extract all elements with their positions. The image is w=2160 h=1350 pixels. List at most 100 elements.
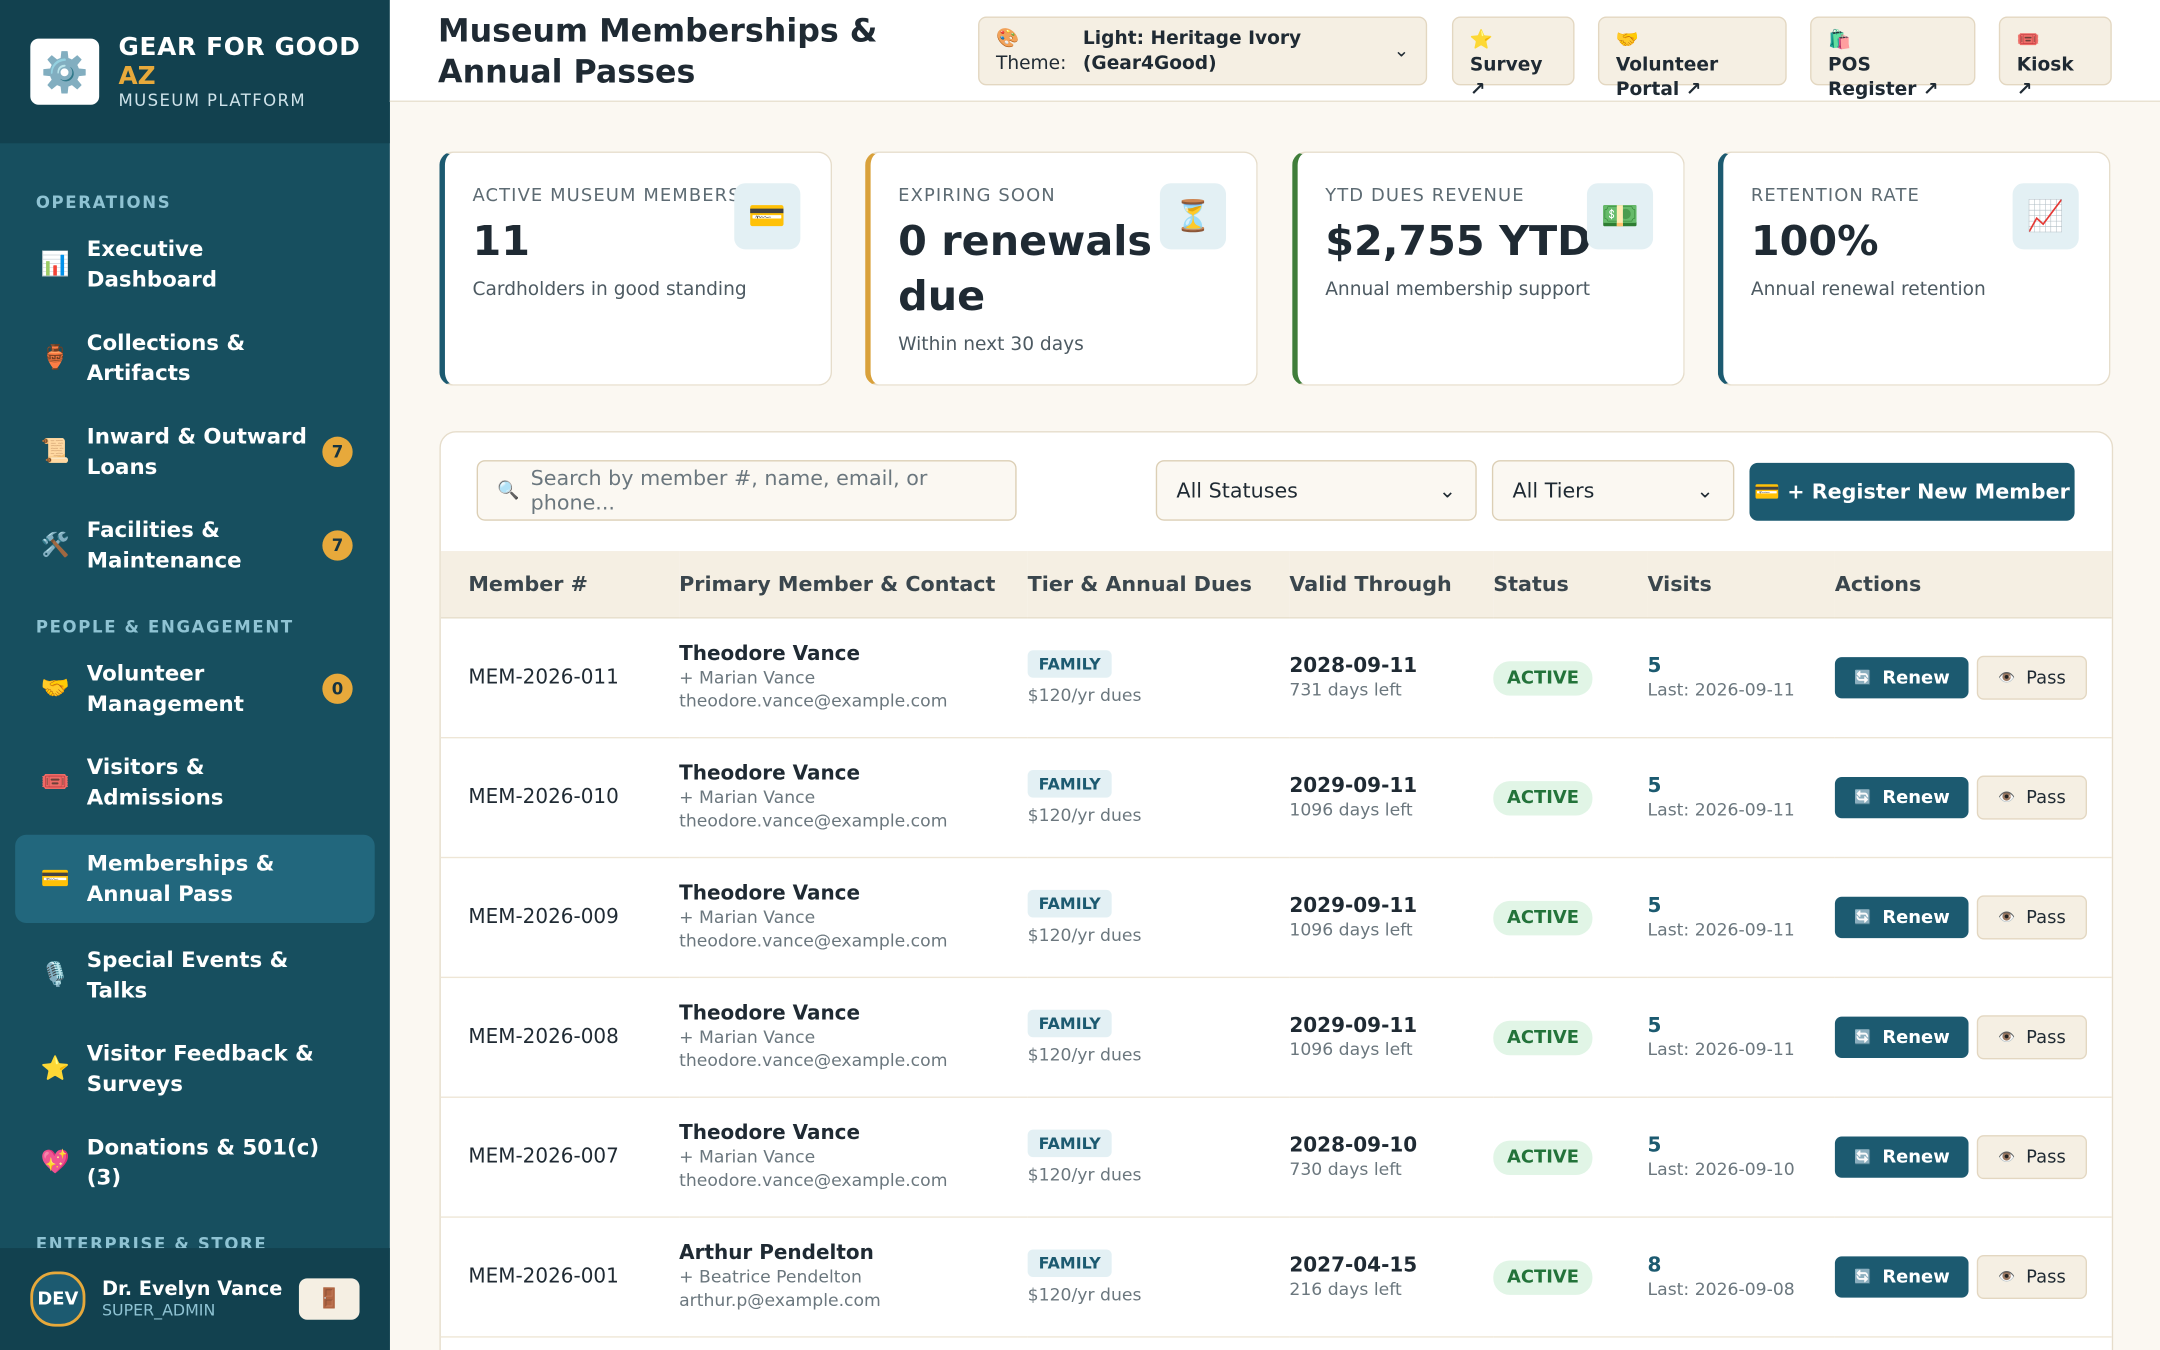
link-icon: 🤝 <box>1615 28 1640 51</box>
tier-select[interactable]: All Tiers ⌄ <box>1491 460 1735 521</box>
status-select[interactable]: All Statuses ⌄ <box>1155 460 1477 521</box>
status: ACTIVE <box>1493 977 1648 1098</box>
nav-label: Visitor Feedback & Surveys <box>86 1041 314 1097</box>
nav-item[interactable]: 🤝 Volunteer Management 0 <box>15 647 375 730</box>
action-icon: 🔄 <box>1854 1269 1872 1285</box>
user-role: SUPER_ADMIN <box>101 1300 216 1320</box>
nav-badge: 7 <box>322 530 353 561</box>
header-row: Member # Primary Member & Contact Tier & A… <box>440 551 2112 619</box>
user: DEV Dr. Evelyn Vance SUPER_ADMIN 🚪 <box>0 1248 390 1350</box>
action-button[interactable]: 👁️ Pass <box>1977 1135 2087 1180</box>
member-id: MEM-2026-007 <box>440 1097 680 1218</box>
nav-item[interactable]: 💳 Memberships & Annual Pass <box>15 834 375 923</box>
nav-icon: 🏺 <box>40 344 70 372</box>
nav-item[interactable]: 📜 Inward & Outward Loans 7 <box>15 411 375 494</box>
nav-item[interactable]: 💖 Donations & 501(c)(3) <box>15 1121 375 1204</box>
theme-select[interactable]: 🎨 Theme: Light: Heritage Ivory (Gear4Good)… <box>978 16 1428 86</box>
nav-item[interactable]: 🎙️ Special Events & Talks <box>15 934 375 1017</box>
action-icon: 👁️ <box>1997 909 2016 926</box>
visit-count: 5 <box>1647 655 1662 678</box>
nav-item[interactable]: 📊 Executive Dashboard <box>15 223 375 306</box>
actions: 🔄 Renew 👁️ Pass <box>1834 737 2112 859</box>
action-button[interactable]: 🔄 Renew <box>1834 896 1970 939</box>
member-id: MEM-2026-010 <box>440 737 680 859</box>
member-name: Theodore Vance <box>679 1002 861 1025</box>
member-name: Theodore Vance <box>679 1122 861 1145</box>
nav-item[interactable]: 🏺 Collections & Artifacts <box>15 317 375 400</box>
brand-subtitle: AZ <box>118 61 156 91</box>
member-id: MEM-2026-011 <box>440 617 680 739</box>
member-name: Arthur Pendelton <box>679 1242 874 1265</box>
kpi-card: YTD DUES REVENUE $2,755 YTD Annual members… <box>1292 151 1685 386</box>
status: ACTIVE <box>1493 617 1648 739</box>
nav-item[interactable]: 🎟️ Visitors & Admissions <box>15 741 375 824</box>
action-icon: 👁️ <box>1997 790 2016 806</box>
nav-item[interactable]: 🛠️ Facilities & Maintenance 7 <box>15 504 375 587</box>
column-header: Actions <box>1834 551 2112 619</box>
action-button[interactable]: 🔄 Renew <box>1834 1256 1970 1298</box>
dues: $120/yr dues <box>1027 1043 1142 1065</box>
header-link[interactable]: 🎟️ Kiosk ↗ <box>1998 16 2112 101</box>
action-icon: 🔄 <box>1854 670 1872 686</box>
kpi-card: ACTIVE MUSEUM MEMBERS 11 Cardholders in go… <box>439 151 833 386</box>
kpi-card: EXPIRING SOON 0 renewals due Within next 3… <box>865 151 1258 386</box>
valid: 2029-09-11 1096 days left <box>1289 737 1494 859</box>
register-button[interactable]: 💳 + Register New Member <box>1749 462 2075 521</box>
kpi-label: RETENTION RATE <box>1750 185 1920 207</box>
status-pill: ACTIVE <box>1493 900 1593 935</box>
days-left: 730 days left <box>1289 1157 1402 1179</box>
header-link[interactable]: ⭐ Survey ↗ <box>1451 16 1575 101</box>
action-button[interactable]: 👁️ Pass <box>1977 1015 2087 1060</box>
last-visit: Last: 2026-09-11 <box>1647 1037 1795 1059</box>
member-email: theodore.vance@example.com <box>679 690 948 711</box>
visits: 5 Last: 2026-09-10 <box>1647 1097 1835 1218</box>
action-button[interactable]: 👁️ Pass <box>1977 775 2087 820</box>
nav-icon: 🛠️ <box>40 531 70 560</box>
valid-date: 2028-09-10 <box>1289 1134 1418 1157</box>
member-email: theodore.vance@example.com <box>679 1169 948 1191</box>
search-input[interactable]: 🔍 Search by member #, name, email, or pho… <box>476 460 1017 521</box>
visits: 5 Last: 2026-09-11 <box>1647 737 1835 859</box>
valid-date: 2028-09-11 <box>1289 655 1418 678</box>
action-button[interactable]: 🔄 Renew <box>1834 657 1970 699</box>
link-label: Kiosk ↗ <box>2016 53 2074 101</box>
status-value: All Statuses <box>1176 478 1298 503</box>
action-button[interactable]: 🔄 Renew <box>1834 776 1970 819</box>
visit-count: 5 <box>1647 1134 1662 1157</box>
nav-label: Donations & 501(c)(3) <box>86 1135 320 1191</box>
nav-heading: OPERATIONS <box>35 192 172 213</box>
header-link[interactable]: 🤝 Volunteer Portal ↗ <box>1597 16 1787 101</box>
action-button[interactable]: 👁️ Pass <box>1977 655 2087 700</box>
member-contact: Theodore Vance + Marian Vance theodore.van… <box>679 737 1028 859</box>
tier-tag: FAMILY <box>1027 1248 1112 1277</box>
action-button[interactable]: 🔄 Renew <box>1834 1016 1970 1058</box>
link-label: POS Register ↗ <box>1828 53 1939 101</box>
action-button[interactable]: 👁️ Pass <box>1977 895 2087 940</box>
action-icon: 👁️ <box>1997 1029 2016 1045</box>
action-icon: 🔄 <box>1854 1149 1872 1165</box>
action-label: Renew <box>1882 1146 1950 1168</box>
header-link[interactable]: 🛍️ POS Register ↗ <box>1810 16 1976 101</box>
action-label: Renew <box>1882 787 1950 808</box>
action-button[interactable]: 🔄 Renew <box>1834 1136 1970 1178</box>
action-icon: 🔄 <box>1854 790 1872 806</box>
action-label: Renew <box>1882 1026 1950 1048</box>
status: ACTIVE <box>1493 737 1648 859</box>
column-header: Visits <box>1647 551 1835 619</box>
actions: 🔄 Renew 👁️ Pass <box>1834 1217 2112 1338</box>
tier: FAMILY $120/yr dues <box>1027 977 1290 1098</box>
user-text: Dr. Evelyn Vance SUPER_ADMIN <box>102 1278 282 1319</box>
visits: 5 Last: 2026-09-11 <box>1647 977 1835 1098</box>
kpi-icon: 📈 <box>2012 183 2079 250</box>
nav-item[interactable]: ⭐ Visitor Feedback & Surveys <box>15 1028 375 1111</box>
chevron: ⌄ <box>1393 39 1410 62</box>
valid: 2029-09-11 1096 days left <box>1289 977 1494 1098</box>
logout-button[interactable]: 🚪 <box>298 1278 360 1320</box>
action-label: Pass <box>2026 667 2066 689</box>
action-button[interactable]: 👁️ Pass <box>1977 1254 2087 1300</box>
member-row: MEM-2026-008 Theodore Vance + Marian Vance… <box>440 977 2112 1098</box>
visit-count: 5 <box>1647 894 1662 917</box>
kpi-icon: 💵 <box>1586 183 1654 250</box>
member-contact: Arthur Pendelton + Beatrice Pendelton arth… <box>679 1217 1028 1338</box>
